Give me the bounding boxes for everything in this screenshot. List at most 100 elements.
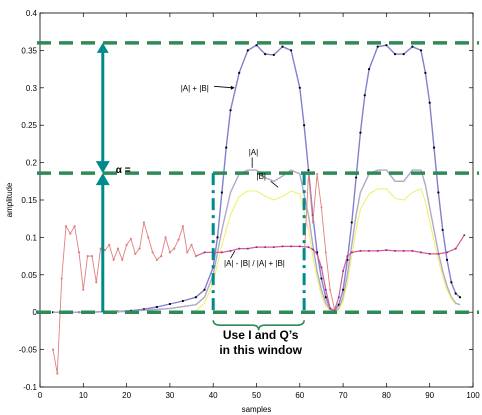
point-ratio	[298, 245, 301, 248]
point-sum	[450, 281, 453, 284]
x-tick-label: 80	[382, 391, 391, 400]
point-sum	[354, 176, 358, 179]
point-sum	[220, 191, 223, 194]
guides-layer	[37, 41, 479, 331]
point-sum	[385, 44, 388, 47]
point-noise	[95, 281, 98, 284]
point-sum	[445, 258, 449, 261]
point-spike	[329, 288, 332, 291]
point-sum	[458, 296, 462, 299]
point-noise	[190, 243, 193, 246]
point-ratio	[329, 307, 332, 310]
point-noise	[138, 247, 141, 250]
x-tick-label: 20	[122, 391, 131, 400]
point-noise	[108, 243, 111, 246]
point-ratio	[281, 245, 284, 248]
series-line-spike	[303, 173, 335, 309]
point-sum	[181, 299, 184, 303]
point-ratio	[394, 249, 397, 252]
point-sum	[303, 124, 306, 127]
y-tick-label: 0.35	[21, 46, 37, 55]
series-layer	[51, 44, 466, 375]
point-noise	[147, 236, 150, 239]
label-sum-arrowhead	[230, 85, 235, 90]
point-spike	[316, 172, 319, 175]
label-sum-leader	[214, 85, 233, 89]
point-sum	[428, 101, 431, 104]
point-spike	[333, 307, 336, 310]
window-brace	[212, 320, 305, 331]
label-ratio-leader	[230, 250, 236, 259]
point-ratio	[463, 234, 466, 237]
point-sum	[225, 146, 228, 149]
window-note-line1: Use I and Q’s	[223, 328, 299, 342]
point-noise	[142, 221, 146, 224]
y-tick-label: 0.2	[26, 159, 38, 168]
point-sum	[419, 49, 423, 52]
y-tick-label: 0.1	[26, 233, 38, 242]
point-sum	[411, 45, 414, 48]
point-sum	[342, 288, 345, 291]
point-noise	[164, 236, 167, 239]
window-note-line2: in this window	[219, 343, 302, 357]
point-ratio	[203, 251, 206, 254]
point-noise	[73, 225, 76, 228]
point-ratio	[411, 249, 414, 252]
point-noise	[177, 238, 180, 241]
point-ratio	[238, 247, 241, 250]
point-ratio	[420, 251, 423, 254]
point-ratio	[385, 249, 388, 252]
point-ratio	[246, 247, 249, 250]
y-tick-label: 0	[33, 308, 38, 317]
point-sum	[324, 296, 327, 299]
series-line-b	[195, 188, 457, 313]
point-ratio	[342, 270, 345, 273]
label-ratio: |A| - |B| / |A| + |B|	[224, 259, 285, 268]
point-ratio	[272, 246, 275, 249]
y-tick-label: 0.25	[21, 121, 37, 130]
x-tick-label: 60	[295, 391, 304, 400]
point-ratio	[346, 255, 349, 258]
point-ratio	[437, 252, 440, 255]
point-sum	[320, 277, 323, 280]
point-ratio	[255, 246, 258, 249]
alpha-arrow-head-top	[96, 42, 109, 53]
point-noise	[51, 348, 55, 351]
point-noise	[90, 255, 94, 258]
point-noise	[168, 251, 171, 254]
label-b-leader	[270, 180, 279, 188]
point-noise	[112, 258, 115, 261]
point-noise	[116, 247, 120, 250]
point-ratio	[446, 251, 449, 254]
x-axis-label: samples	[242, 405, 272, 414]
point-spike	[324, 251, 327, 254]
alpha-arrow-head-mid-down	[95, 161, 110, 174]
x-tick-label: 70	[339, 391, 348, 400]
label-a: |A|	[249, 148, 259, 157]
x-tick-label: 100	[466, 391, 480, 400]
point-sum	[393, 53, 397, 56]
point-noise	[77, 251, 81, 254]
point-noise	[151, 251, 154, 254]
series-line-noise	[52, 221, 197, 374]
point-ratio	[229, 249, 232, 252]
point-sum	[437, 191, 440, 194]
point-noise	[125, 243, 128, 246]
point-noise	[173, 247, 176, 250]
point-sum	[367, 68, 371, 71]
point-sum	[229, 109, 232, 112]
x-tick-label: 30	[165, 391, 174, 400]
point-ratio	[264, 246, 267, 249]
point-ratio	[290, 245, 293, 248]
point-noise	[86, 255, 89, 258]
point-sum	[246, 49, 249, 52]
point-noise	[56, 372, 59, 375]
point-spike	[320, 206, 323, 209]
point-noise	[194, 255, 197, 258]
point-noise	[129, 237, 133, 240]
point-sum	[194, 296, 197, 299]
point-sum	[298, 86, 301, 89]
axis-ticks: 0 10 20 30 40 50 60 70 80 90 100 -0.1 -0.05 0 0.05 0.1 0…	[19, 9, 480, 400]
y-tick-label: -0.1	[23, 383, 37, 392]
